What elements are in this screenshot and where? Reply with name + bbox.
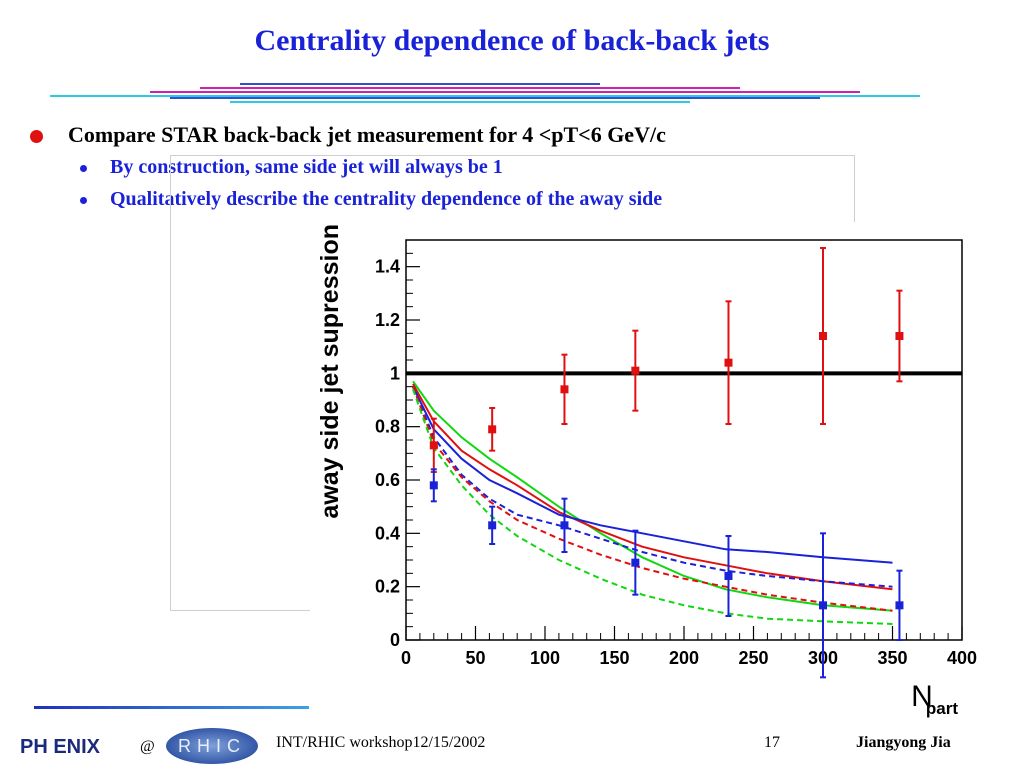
sub-bullet-dot-icon	[80, 165, 87, 172]
data-point	[724, 572, 733, 580]
rhic-logo: RHIC	[166, 728, 258, 764]
series-line	[412, 386, 893, 564]
x-tick-label: 350	[877, 648, 907, 668]
y-tick-label: 0.6	[375, 470, 400, 490]
data-point	[560, 521, 569, 530]
footer-page-number: 17	[764, 734, 780, 751]
x-tick-label: 250	[738, 648, 768, 668]
y-tick-label: 0.8	[375, 417, 400, 437]
x-tick-label: 0	[401, 648, 411, 668]
sub-bullet-dot-icon	[80, 197, 87, 204]
x-axis-label-subscript: part	[926, 699, 958, 718]
footer-at: @	[140, 738, 155, 755]
x-tick-label: 400	[947, 648, 977, 668]
x-axis-label: N	[911, 680, 933, 713]
data-point	[631, 558, 640, 567]
main-bullet-text: Compare STAR back-back jet measurement f…	[68, 122, 666, 147]
footer-line	[34, 706, 309, 709]
data-point	[488, 521, 497, 530]
plot-frame	[405, 239, 963, 641]
x-tick-label: 50	[465, 648, 485, 668]
series-line	[412, 383, 893, 591]
x-tick-label: 200	[669, 648, 699, 668]
chart: 0 50 100 150 200 250 300 350 40000.20.40.60.811.…	[316, 224, 977, 718]
data-point	[631, 366, 640, 375]
title-decoration	[50, 83, 920, 103]
series-line	[412, 386, 893, 612]
bullet-dot-icon	[30, 130, 43, 143]
data-point	[429, 481, 438, 490]
x-tick-label: 100	[530, 648, 560, 668]
series-line	[412, 388, 893, 625]
y-tick-label: 1.2	[375, 310, 400, 330]
data-point	[488, 425, 497, 434]
data-point	[560, 385, 569, 394]
y-tick-label: 0	[390, 630, 400, 650]
data-point	[724, 358, 733, 367]
y-tick-label: 0.4	[375, 523, 400, 543]
y-tick-label: 1	[390, 363, 400, 383]
x-tick-label: 150	[599, 648, 629, 668]
slide-title: Centrality dependence of back-back jets	[254, 24, 770, 57]
series-line	[412, 386, 893, 588]
data-point	[429, 441, 438, 450]
data-point	[819, 332, 827, 340]
data-point	[895, 601, 904, 610]
footer-author: Jiangyong Jia	[856, 734, 951, 751]
sub-bullet-text: By construction, same side jet will alwa…	[110, 156, 503, 178]
decoration-stripes	[50, 83, 920, 103]
data-point	[819, 601, 827, 610]
y-tick-label: 0.2	[375, 577, 400, 597]
chart-panel: 0 50 100 150 200 250 300 350 400 0 0.2 0.4 0.6 0.8 1 1.…	[310, 222, 1000, 720]
data-point	[895, 332, 904, 340]
sub-bullet-text: Qualitatively describe the centrality de…	[110, 188, 663, 210]
phenix-logo: PH ENIX	[20, 736, 101, 758]
y-tick-label: 1.4	[375, 257, 400, 277]
series-line	[412, 380, 893, 612]
footer-event: INT/RHIC workshop12/15/2002	[276, 734, 486, 751]
y-axis-label: away side jet supression	[316, 224, 344, 519]
